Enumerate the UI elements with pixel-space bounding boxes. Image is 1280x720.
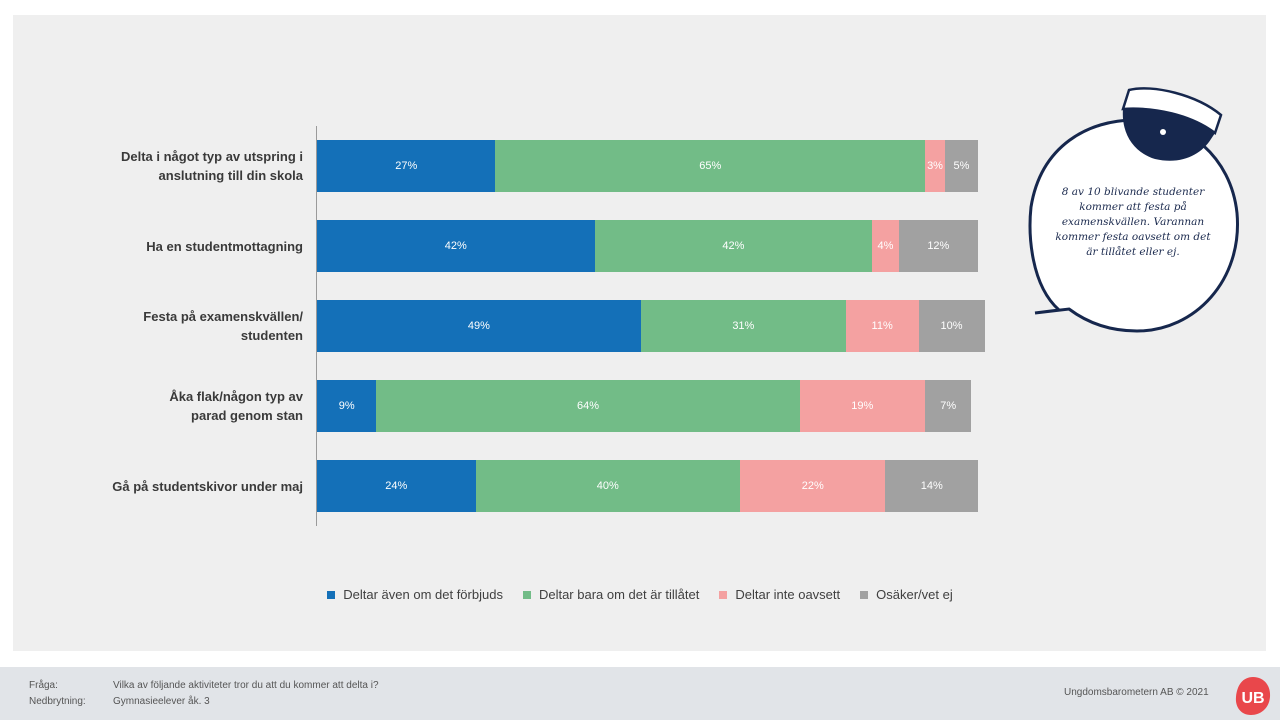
bar-segment: 49% [317,300,641,352]
bar-segment: 31% [640,300,846,352]
data-label: 19% [851,400,874,412]
bar-segment: 5% [944,140,978,192]
data-label: 11% [871,320,893,332]
breakdown-text: Gymnasieelever åk. 3 [113,696,210,707]
chart-legend: Deltar även om det förbjuds Deltar bara o… [0,587,1280,602]
bar-segment: 3% [925,140,945,192]
legend-label: Deltar inte oavsett [735,587,841,602]
bar-segment: 10% [918,300,985,352]
callout-text: 8 av 10 blivande studenter kommer att fe… [1055,186,1211,258]
bar-segment: 19% [799,380,926,432]
question-text: Vilka av följande aktiviteter tror du at… [113,680,379,691]
data-label: 3% [927,160,943,172]
category-label: Gå på studentskivor under maj [60,477,303,496]
legend-item: Deltar bara om det är tillåtet [522,587,700,602]
data-label: 5% [953,160,970,172]
ub-logo: UB [1235,677,1271,715]
bar-segment: 42% [317,220,595,272]
legend-label: Deltar även om det förbjuds [343,587,503,602]
data-label: 9% [338,400,355,412]
student-cap-icon [1121,87,1223,161]
bar-segment: 4% [872,220,899,272]
copyright: Ungdomsbarometern AB © 2021 [1064,687,1209,698]
legend-swatch [522,590,531,599]
category-label-line: Delta i något typ av utspring i [120,149,303,164]
data-label: 12% [927,240,950,252]
category-label: Delta i något typ av utspring i anslutnin… [60,147,303,185]
category-label-line: Åka flak/någon typ av [169,389,303,404]
bar-segment: 12% [898,220,978,272]
bar-segment: 65% [495,140,926,192]
category-label-line: parad genom stan [191,408,303,423]
data-label: 4% [877,240,894,252]
question-label: Fråga: [29,680,58,691]
legend-item: Osäker/vet ej [860,587,953,602]
legend-item: Deltar inte oavsett [719,587,840,602]
legend-label: Deltar bara om det är tillåtet [538,587,700,602]
bar-segment: 27% [317,140,496,192]
data-label: 40% [596,480,619,492]
bar-segment: 11% [845,300,919,352]
category-label-line: Ha en studentmottagning [146,238,303,254]
legend-swatch [719,590,728,599]
data-label: 24% [385,480,408,492]
data-label: 10% [940,320,963,332]
category-label: Ha en studentmottagning [60,237,303,256]
breakdown-label: Nedbrytning: [29,696,86,707]
category-axis-line [316,126,317,526]
category-label: Åka flak/någon typ av parad genom stan [60,387,303,425]
category-label-line: Festa på examenskvällen/ [143,309,303,324]
data-label: 14% [920,480,943,492]
legend-swatch [327,590,336,599]
data-label: 64% [576,400,600,412]
footer: Fråga: Vilka av följande aktiviteter tro… [0,667,1280,720]
data-label: 49% [467,320,490,332]
legend-item: Deltar även om det förbjuds [327,587,503,602]
data-label: 65% [699,160,722,172]
bar-segment: 40% [475,460,741,512]
bar-segment: 42% [594,220,873,272]
category-label-line: studenten [240,328,303,343]
data-label: 22% [801,480,824,492]
data-label: 7% [940,400,957,412]
category-label-line: Gå på studentskivor under maj [112,478,303,494]
speech-bubble [1028,87,1239,333]
bar-segment: 14% [885,460,978,512]
svg-text:UB: UB [1241,690,1264,707]
bar-segment: 7% [925,380,972,432]
category-label-line: anslutning till din skola [158,168,303,183]
bar-segment: 24% [317,460,476,512]
data-label: 27% [395,160,418,172]
data-label: 42% [722,240,745,252]
legend-label: Osäker/vet ej [876,587,953,602]
bar-segment: 64% [376,380,800,432]
bar-segment: 22% [740,460,886,512]
category-label: Festa på examenskvällen/studenten [60,307,303,345]
legend-swatch [860,590,869,599]
data-label: 42% [444,240,467,252]
bar-segment: 9% [317,380,377,432]
data-label: 31% [732,320,755,332]
